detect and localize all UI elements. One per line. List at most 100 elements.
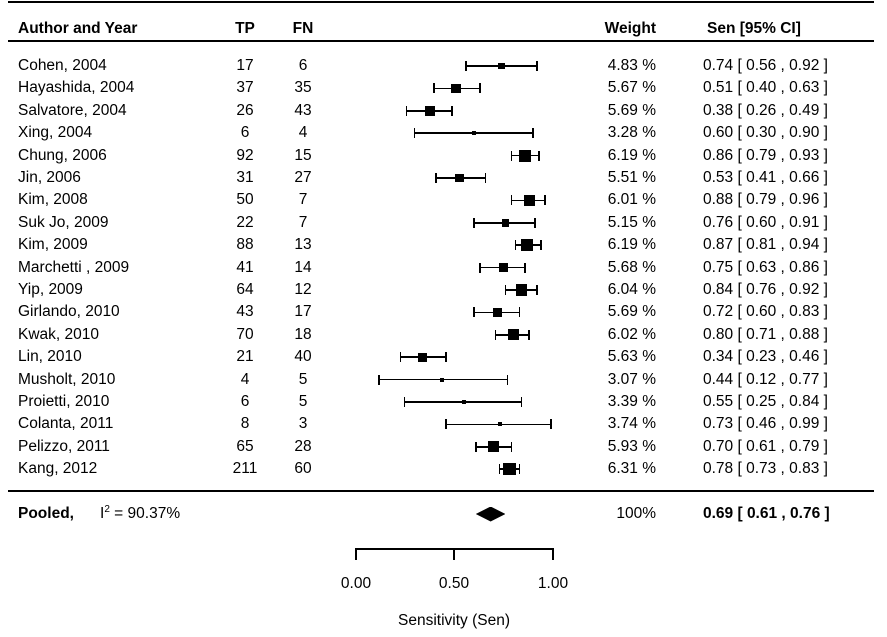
study-weight: 5.51 % — [607, 169, 656, 186]
study-author: Xing, 2004 — [18, 124, 93, 142]
ci-cap-right — [451, 105, 453, 116]
ci-cap-left — [473, 217, 475, 228]
ci-cap-left — [510, 195, 513, 206]
col-header-sen-ci: Sen [95% CI] — [707, 20, 801, 37]
ci-cap-right — [540, 240, 542, 251]
point-estimate-marker — [455, 173, 465, 183]
ci-cap-right — [544, 195, 546, 206]
point-estimate-marker — [492, 307, 503, 318]
study-fn: 7 — [298, 191, 308, 209]
x-axis-tick-label-2: 1.00 — [537, 575, 569, 592]
ci-cap-left — [413, 128, 416, 139]
point-estimate-marker — [519, 149, 532, 162]
study-fn: 13 — [294, 236, 312, 254]
study-ci: 0.60 [ 0.30 , 0.90 ] — [703, 124, 828, 142]
study-fn: 15 — [294, 146, 312, 164]
study-weight: 6.04 % — [607, 281, 656, 298]
study-author: Kim, 2009 — [18, 236, 88, 254]
study-fn: 4 — [298, 124, 308, 142]
study-ci: 0.70 [ 0.61 , 0.79 ] — [703, 437, 828, 455]
study-ci: 0.76 [ 0.60 , 0.91 ] — [703, 213, 828, 231]
study-fn: 6 — [298, 57, 308, 74]
study-tp: 8 — [240, 415, 250, 433]
study-tp: 26 — [236, 101, 254, 119]
study-fn: 5 — [298, 370, 308, 388]
col-header-tp: TP — [235, 20, 255, 37]
ci-cap-right — [478, 83, 481, 94]
ci-cap-left — [474, 441, 477, 452]
study-tp: 21 — [236, 348, 254, 366]
i2-symbol: I — [100, 505, 105, 522]
point-estimate-marker — [521, 239, 534, 252]
study-author: Kwak, 2010 — [18, 325, 99, 343]
study-weight: 5.93 % — [607, 437, 656, 455]
x-axis-tick-0 — [355, 548, 357, 560]
study-author: Pelizzo, 2011 — [18, 437, 110, 455]
study-weight: 5.15 % — [607, 213, 656, 231]
pooled-label: Pooled, — [18, 505, 74, 522]
x-axis-tick-2 — [552, 548, 554, 560]
study-tp: 37 — [236, 79, 254, 97]
study-weight: 6.31 % — [607, 460, 656, 478]
study-fn: 17 — [294, 303, 312, 321]
study-tp: 17 — [236, 57, 254, 74]
study-tp: 65 — [236, 437, 254, 455]
point-estimate-marker — [417, 352, 427, 362]
study-ci: 0.34 [ 0.23 , 0.46 ] — [703, 348, 828, 366]
ci-cap-right — [518, 464, 521, 475]
study-tp: 92 — [236, 146, 254, 164]
study-fn: 35 — [294, 79, 312, 97]
study-fn: 3 — [298, 415, 308, 433]
col-header-weight: Weight — [604, 20, 656, 37]
point-estimate-marker — [515, 284, 527, 296]
top-rule — [8, 1, 874, 3]
pooled-diamond-marker — [475, 506, 506, 522]
ci-cap-left — [433, 83, 435, 94]
study-author: Proietti, 2010 — [18, 393, 110, 410]
study-fn: 28 — [294, 437, 312, 455]
x-axis-tick-label-1: 0.50 — [438, 575, 470, 592]
ci-cap-left — [510, 150, 513, 161]
study-tp: 6 — [240, 124, 250, 142]
ci-cap-right — [518, 307, 521, 318]
study-ci: 0.78 [ 0.73 , 0.83 ] — [703, 460, 828, 478]
ci-cap-right — [484, 173, 487, 183]
point-estimate-marker — [440, 377, 445, 382]
study-author: Girlando, 2010 — [18, 303, 120, 321]
point-estimate-marker — [497, 422, 502, 427]
study-ci: 0.38 [ 0.26 , 0.49 ] — [703, 101, 828, 119]
point-estimate-marker — [523, 194, 535, 206]
study-fn: 40 — [294, 348, 312, 366]
study-author: Kang, 2012 — [18, 460, 98, 478]
study-author: Chung, 2006 — [18, 146, 107, 164]
ci-cap-right — [524, 262, 527, 273]
study-fn: 14 — [294, 258, 312, 276]
study-author: Yip, 2009 — [18, 281, 83, 298]
ci-cap-left — [498, 464, 501, 475]
study-ci: 0.88 [ 0.79 , 0.96 ] — [703, 191, 828, 209]
study-author: Musholt, 2010 — [18, 370, 116, 388]
ci-cap-left — [445, 419, 447, 430]
ci-cap-left — [405, 105, 408, 116]
ci-cap-right — [506, 374, 509, 385]
pooled-rule — [8, 490, 874, 492]
study-author: Kim, 2008 — [18, 191, 88, 209]
ci-cap-right — [528, 329, 531, 340]
study-weight: 5.63 % — [607, 348, 656, 366]
study-fn: 43 — [294, 101, 312, 119]
ci-cap-left — [435, 173, 437, 183]
ci-cap-left — [403, 397, 406, 407]
study-tp: 31 — [236, 169, 254, 186]
study-tp: 70 — [236, 325, 254, 343]
point-estimate-marker — [461, 400, 466, 404]
study-ci: 0.84 [ 0.76 , 0.92 ] — [703, 281, 828, 298]
study-weight: 6.02 % — [607, 325, 656, 343]
x-axis-tick-label-0: 0.00 — [340, 575, 372, 592]
study-fn: 7 — [298, 213, 308, 231]
study-tp: 64 — [236, 281, 254, 298]
study-ci: 0.87 [ 0.81 , 0.94 ] — [703, 236, 828, 254]
ci-cap-left — [504, 285, 507, 295]
ci-cap-right — [520, 397, 523, 407]
study-fn: 27 — [294, 169, 312, 186]
study-tp: 6 — [240, 393, 250, 410]
